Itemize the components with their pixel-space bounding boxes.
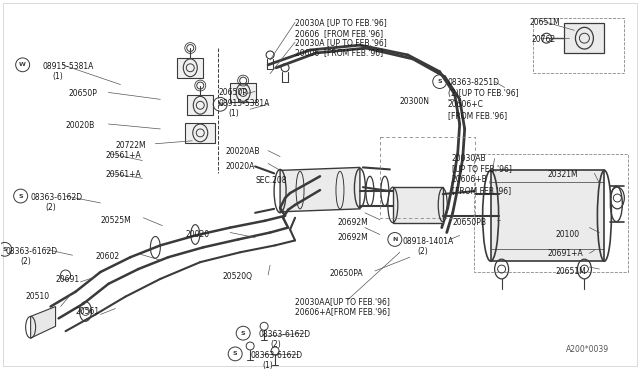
Text: 08915-5381A: 08915-5381A [43,62,94,71]
Text: 20561: 20561 [76,307,100,315]
Text: N: N [218,102,223,107]
Text: 20606+B: 20606+B [452,175,488,184]
Text: S: S [3,247,7,252]
Text: 20020B: 20020B [65,121,95,130]
Text: W: W [19,62,26,67]
Text: 20651M: 20651M [529,19,560,28]
Text: 20030A [UP TO FEB.'96]
20606  [FROM FEB.'96]: 20030A [UP TO FEB.'96] 20606 [FROM FEB.'… [295,38,387,58]
Text: 20606+A[FROM FEB.'96]: 20606+A[FROM FEB.'96] [295,308,390,317]
Text: 20030AB: 20030AB [452,154,486,163]
Text: 20762: 20762 [532,35,556,44]
Text: [FROM FEB.'96]: [FROM FEB.'96] [448,111,507,120]
Text: (1): (1) [262,361,273,370]
Text: 08363-6162D: 08363-6162D [31,193,83,202]
Text: 20650P: 20650P [218,87,247,96]
Text: 20520Q: 20520Q [222,272,252,281]
Text: (1): (1) [228,109,239,118]
Text: [FROM FEB.'96]: [FROM FEB.'96] [452,186,511,195]
Text: 20510: 20510 [26,292,50,301]
Text: (2): (2) [418,247,429,256]
Bar [474,154,628,272]
Text: 20691: 20691 [56,275,80,284]
Polygon shape [393,187,443,223]
Text: (2): (2) [270,340,281,349]
Text: 20300N: 20300N [400,97,430,106]
Text: 20691+A: 20691+A [547,249,583,258]
Text: 20606+C: 20606+C [448,100,484,109]
Text: (2): (2) [45,203,56,212]
Text: S: S [241,331,246,336]
Text: 08915-5381A: 08915-5381A [218,99,269,108]
Text: 20020AB: 20020AB [225,147,260,156]
Text: S: S [233,352,237,356]
Text: 20650PB: 20650PB [452,218,486,227]
Text: 08918-1401A: 08918-1401A [403,237,454,247]
Text: (2)[UP TO FEB.'96]: (2)[UP TO FEB.'96] [448,90,518,99]
Bar [380,137,475,218]
Text: 20100: 20100 [556,230,580,238]
Polygon shape [280,167,360,212]
Text: 20692M: 20692M [338,218,369,227]
Polygon shape [491,170,604,261]
Polygon shape [31,307,56,338]
Text: 20030A [UP TO FEB.'96]
20606  [FROM FEB.'96]: 20030A [UP TO FEB.'96] 20606 [FROM FEB.'… [295,19,387,38]
Text: 20561+A: 20561+A [106,151,141,160]
Text: 20650P: 20650P [68,90,97,99]
Text: [UP TO FEB.'96]: [UP TO FEB.'96] [452,164,511,173]
Text: 20030AA[UP TO FEB.'96]: 20030AA[UP TO FEB.'96] [295,296,390,306]
Text: 20651M: 20651M [556,267,586,276]
Polygon shape [186,123,215,143]
Bar [532,19,625,73]
Polygon shape [564,23,604,53]
Text: 20561+A: 20561+A [106,170,141,179]
Text: 20525M: 20525M [100,216,131,225]
Text: (1): (1) [52,72,63,81]
Text: SEC.208: SEC.208 [255,176,287,185]
Text: S: S [437,79,442,84]
Polygon shape [177,58,204,78]
Polygon shape [188,95,213,115]
Text: 20650PA: 20650PA [330,269,364,278]
Text: S: S [19,193,23,199]
Text: A200*0039: A200*0039 [566,345,609,354]
Text: 08363-6162D: 08363-6162D [6,247,58,256]
Text: 08363-6162D: 08363-6162D [258,330,310,339]
Text: 20602: 20602 [95,252,120,261]
Text: (2): (2) [20,257,31,266]
Text: 20321M: 20321M [547,170,578,179]
Text: 20020: 20020 [186,230,209,238]
Text: 08363-8251D: 08363-8251D [448,78,500,87]
Text: N: N [392,237,397,242]
Text: 20692M: 20692M [338,232,369,241]
Polygon shape [230,83,256,102]
Text: 08363-6162D: 08363-6162D [250,351,302,360]
Text: 20020A: 20020A [225,161,255,170]
Text: 20722M: 20722M [115,141,146,150]
